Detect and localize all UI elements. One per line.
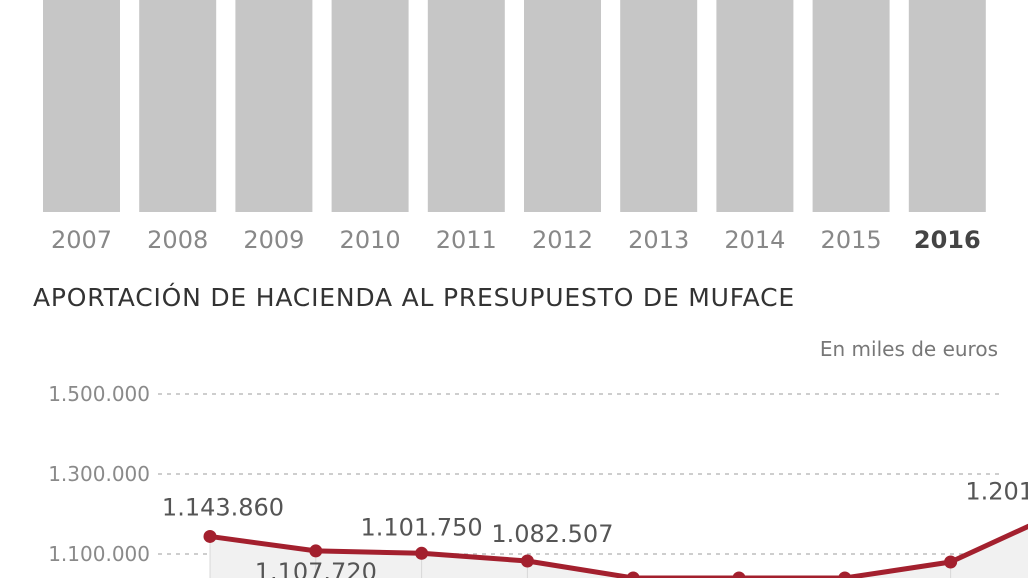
bar-2016 bbox=[908, 0, 986, 212]
point-2007 bbox=[203, 529, 217, 543]
line-series bbox=[207, 523, 1028, 578]
y-tick-label: 1.500.000 bbox=[48, 382, 150, 406]
area-fill bbox=[210, 526, 1028, 578]
year-label-2015: 2015 bbox=[821, 226, 882, 254]
year-label-2016: 2016 bbox=[914, 226, 981, 254]
bar-2014 bbox=[716, 0, 794, 212]
bar-chart: 2007 2008 2009 2010 2011 2012 2013 2014 2015 2016 bbox=[43, 0, 986, 254]
data-label-2015: 1.201.430 bbox=[965, 477, 1028, 505]
data-label-2010: 1.082.507 bbox=[491, 520, 613, 548]
line-chart-title: APORTACIÓN DE HACIENDA AL PRESUPUESTO DE… bbox=[33, 283, 795, 312]
data-labels: 1.143.860 1.107.720 1.101.750 1.082.507 1.20… bbox=[162, 477, 1028, 578]
line-area bbox=[209, 526, 1028, 578]
year-label-2011: 2011 bbox=[436, 226, 497, 254]
point-2010 bbox=[520, 554, 534, 568]
bar-2013 bbox=[620, 0, 698, 212]
data-label-2008: 1.107.720 bbox=[255, 558, 377, 578]
data-label-2009: 1.101.750 bbox=[361, 513, 483, 541]
bar-2012 bbox=[524, 0, 601, 212]
year-label-2009: 2009 bbox=[243, 226, 304, 254]
y-tick-label: 1.100.000 bbox=[48, 542, 150, 566]
bar-2007 bbox=[43, 0, 120, 212]
year-label-2014: 2014 bbox=[724, 226, 785, 254]
bar-2011 bbox=[427, 0, 505, 212]
year-label-2007: 2007 bbox=[51, 226, 112, 254]
bar-2008 bbox=[139, 0, 217, 212]
bars-group bbox=[43, 0, 986, 212]
year-label-2013: 2013 bbox=[628, 226, 689, 254]
data-label-2007: 1.143.860 bbox=[162, 493, 284, 521]
series-line bbox=[207, 523, 1028, 578]
point-2012 bbox=[732, 571, 746, 578]
y-tick-label: 1.300.000 bbox=[48, 462, 150, 486]
bar-2010 bbox=[331, 0, 409, 212]
year-tick-labels: 2007 2008 2009 2010 2011 2012 2013 2014 2015 2016 bbox=[51, 226, 981, 254]
year-label-2010: 2010 bbox=[340, 226, 401, 254]
unit-label: En miles de euros bbox=[820, 337, 998, 361]
point-2013 bbox=[838, 571, 852, 578]
bar-2009 bbox=[235, 0, 313, 212]
y-axis-tick-labels: 1.500.000 1.300.000 1.100.000 bbox=[48, 382, 150, 566]
line-chart: En miles de euros 1.500.000 1.300.000 1.10… bbox=[48, 337, 1028, 578]
point-2009 bbox=[415, 546, 429, 560]
point-2014 bbox=[944, 555, 958, 569]
point-2011 bbox=[626, 571, 640, 578]
point-2008 bbox=[309, 544, 323, 558]
year-label-2012: 2012 bbox=[532, 226, 593, 254]
bar-2015 bbox=[812, 0, 890, 212]
data-points bbox=[203, 529, 958, 578]
year-label-2008: 2008 bbox=[147, 226, 208, 254]
